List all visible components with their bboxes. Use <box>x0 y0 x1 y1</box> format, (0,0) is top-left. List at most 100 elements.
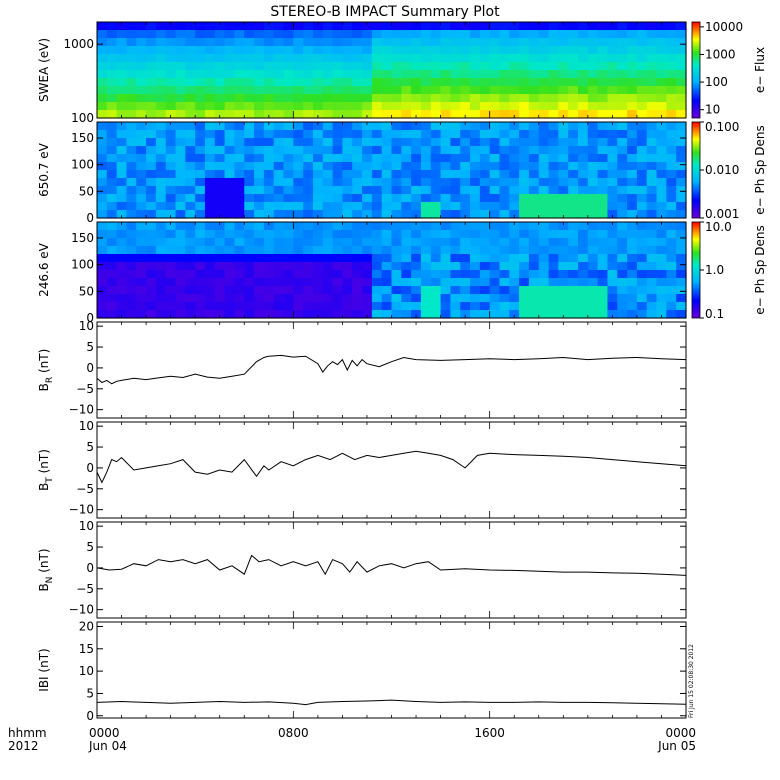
heatmap-cell <box>185 70 196 79</box>
heatmap-cell <box>263 154 275 163</box>
heatmap-cell <box>303 110 314 119</box>
heatmap-cell <box>411 94 422 103</box>
heatmap-cell <box>401 154 412 163</box>
heatmap-cell <box>460 246 471 255</box>
heatmap-cell <box>185 230 196 239</box>
heatmap-cell <box>362 294 373 303</box>
heatmap-cell <box>185 110 196 119</box>
heatmap-cell <box>234 78 245 87</box>
heatmap-cell <box>656 130 667 139</box>
heatmap-cell <box>489 54 501 63</box>
colorbar-3: 0.11.010.0 e− Ph Sp Dens <box>691 220 767 321</box>
heatmap-cell <box>165 202 177 211</box>
y-tick-label: −5 <box>76 582 94 596</box>
heatmap-cell <box>440 294 451 303</box>
heatmap-cell <box>204 94 216 103</box>
heatmap-cell <box>470 178 481 187</box>
heatmap-cell <box>195 286 206 295</box>
heatmap-cell <box>165 194 177 203</box>
heatmap-cell <box>489 270 501 279</box>
heatmap-cell <box>116 178 128 187</box>
heatmap-cell <box>568 302 579 311</box>
heatmap-cell <box>636 62 648 71</box>
colorbar-label: e− Flux <box>753 47 767 93</box>
heatmap-cell <box>587 302 599 311</box>
heatmap-cell <box>646 162 658 171</box>
heatmap-cell <box>293 94 304 103</box>
heatmap-cell <box>627 110 638 119</box>
series-line <box>96 699 687 706</box>
heatmap-cell <box>362 86 373 95</box>
heatmap-cell <box>332 230 344 239</box>
x-ticks <box>96 622 687 718</box>
heatmap-cell <box>185 78 196 87</box>
heatmap-cell <box>656 162 667 171</box>
heatmap-cell <box>656 22 667 31</box>
heatmap-cell <box>676 54 687 63</box>
heatmap-cell <box>499 262 510 271</box>
heatmap-cell <box>165 70 177 79</box>
heatmap-cell <box>283 154 294 163</box>
heatmap-cell <box>548 302 559 311</box>
heatmap-cell <box>116 146 128 155</box>
heatmap-cell <box>362 262 373 271</box>
heatmap-cell <box>666 238 677 247</box>
colorbar-tick-label: 0.100 <box>705 120 739 134</box>
heatmap-cell <box>371 254 383 263</box>
heatmap-cell <box>175 254 186 263</box>
heatmap-cell <box>185 62 196 71</box>
heatmap-cell <box>391 310 402 319</box>
heatmap-cell <box>509 130 520 139</box>
heatmap-cell <box>420 246 432 255</box>
heatmap-cell <box>646 102 658 111</box>
heatmap-cell <box>293 270 304 279</box>
heatmap-cell <box>362 222 373 231</box>
heatmap-cell <box>597 86 609 95</box>
heatmap-cell <box>273 194 285 203</box>
heatmap-cell <box>146 186 157 195</box>
heatmap-cell <box>646 302 658 311</box>
heatmap-cell <box>587 154 599 163</box>
heatmap-cell <box>204 310 216 319</box>
heatmap-cell <box>548 138 559 147</box>
heatmap-cell <box>597 270 609 279</box>
heatmap-cell <box>283 22 294 31</box>
heatmap-cell <box>303 246 314 255</box>
heatmap-cell <box>509 262 520 271</box>
heatmap-cell <box>263 102 275 111</box>
heatmap-cell <box>234 102 245 111</box>
heatmap-cell <box>548 222 559 231</box>
heatmap-cell <box>558 210 569 219</box>
heatmap-cell <box>627 186 638 195</box>
heatmap-cell <box>391 30 402 39</box>
heatmap-cell <box>362 254 373 263</box>
heatmap-cell <box>214 38 226 47</box>
heatmap-cell <box>263 62 275 71</box>
heatmap-cell <box>165 170 177 179</box>
heatmap-cell <box>136 22 147 31</box>
heatmap-cell <box>155 194 167 203</box>
heatmap-cell <box>411 138 422 147</box>
heatmap-cell <box>322 110 334 119</box>
heatmap-cell <box>430 278 442 287</box>
heatmap-cell <box>420 110 432 119</box>
heatmap-cell <box>165 30 177 39</box>
heatmap-cell <box>381 86 393 95</box>
y-tick-label: 0 <box>86 461 94 475</box>
heatmap-cell <box>519 54 530 63</box>
heatmap-cell <box>587 78 599 87</box>
heatmap-cell <box>155 186 167 195</box>
heatmap-cell <box>254 46 265 55</box>
heatmap-cell <box>411 146 422 155</box>
heatmap-cell <box>607 110 618 119</box>
heatmap-cell <box>204 62 216 71</box>
heatmap-cell <box>499 178 510 187</box>
heatmap-cell <box>244 246 255 255</box>
heatmap-cell <box>499 286 510 295</box>
heatmap-cell <box>617 122 628 131</box>
time-tick-label: 1600 <box>474 726 505 740</box>
heatmap-cell <box>538 86 550 95</box>
heatmap-cell <box>283 262 294 271</box>
heatmap-cell <box>460 86 471 95</box>
heatmap-cell <box>460 78 471 87</box>
